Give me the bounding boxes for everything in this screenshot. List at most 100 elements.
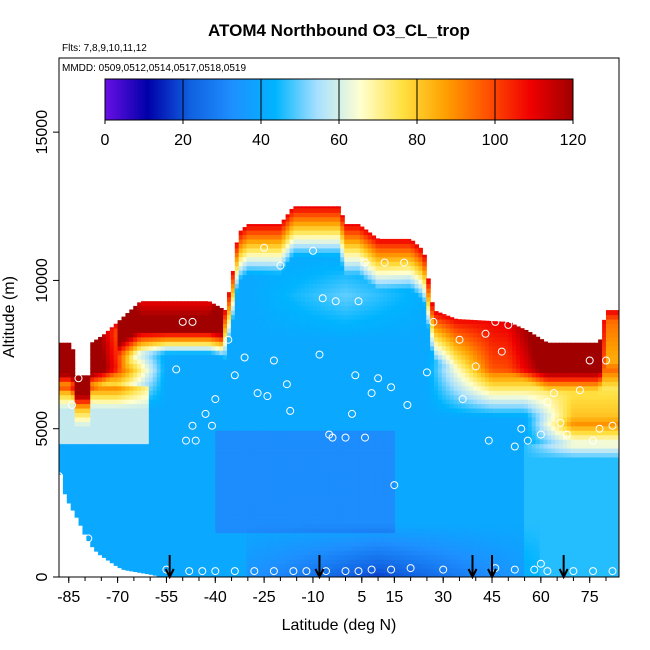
heatmap-cell (289, 265, 295, 271)
heatmap-cell (332, 385, 337, 391)
heatmap-cell (277, 461, 283, 467)
heatmap-cell (289, 559, 295, 565)
heatmap-cell (273, 261, 279, 267)
heatmap-cell (137, 496, 142, 502)
heatmap-cell (238, 532, 244, 538)
heatmap-cell (227, 532, 232, 538)
heatmap-cell (230, 501, 236, 507)
heatmap-cell (187, 532, 193, 538)
heatmap-cell (113, 505, 119, 511)
heatmap-cell (66, 412, 72, 418)
heatmap-cell (191, 399, 197, 405)
heatmap-cell (324, 430, 330, 436)
heatmap-cell (211, 314, 216, 320)
heatmap-cell (273, 528, 279, 534)
heatmap-cell (305, 385, 310, 391)
heatmap-cell (207, 461, 212, 467)
heatmap-cell (152, 421, 158, 427)
heatmap-cell (344, 341, 349, 347)
heatmap-cell (223, 465, 228, 471)
heatmap-cell (258, 510, 263, 516)
heatmap-cell (144, 305, 150, 311)
heatmap-cell (74, 385, 80, 391)
heatmap-cell (234, 310, 240, 316)
heatmap-cell (285, 563, 291, 569)
heatmap-cell (289, 305, 295, 311)
heatmap-cell (109, 403, 115, 409)
heatmap-cell (348, 541, 353, 547)
heatmap-cell (113, 332, 119, 338)
heatmap-cell (191, 421, 197, 427)
heatmap-cell (340, 345, 345, 351)
heatmap-cell (78, 483, 84, 489)
heatmap-cell (199, 430, 205, 436)
heatmap-cell (199, 385, 205, 391)
heatmap-cell (74, 399, 80, 405)
heatmap-cell (176, 505, 181, 511)
heatmap-cell (301, 443, 306, 449)
heatmap-cell (273, 514, 279, 520)
heatmap-cell (199, 376, 205, 382)
heatmap-cell (59, 399, 64, 405)
heatmap-cell (266, 314, 271, 320)
heatmap-cell (309, 301, 314, 307)
heatmap-cell (172, 465, 177, 471)
heatmap-cell (160, 554, 166, 560)
heatmap-cell (238, 456, 244, 462)
heatmap-cell (184, 323, 189, 329)
heatmap-cell (219, 399, 224, 405)
heatmap-cell (207, 421, 212, 427)
heatmap-cell (90, 523, 95, 529)
heatmap-cell (234, 492, 240, 498)
heatmap-cell (277, 416, 283, 422)
heatmap-cell (98, 470, 103, 476)
heatmap-cell (336, 519, 341, 525)
heatmap-cell (66, 416, 72, 422)
heatmap-cell (301, 296, 306, 302)
heatmap-cell (144, 359, 150, 365)
heatmap-cell (109, 394, 115, 400)
heatmap-cell (281, 372, 287, 378)
heatmap-cell (258, 505, 263, 511)
heatmap-cell (199, 310, 205, 316)
heatmap-cell (246, 550, 252, 556)
heatmap-cell (199, 563, 205, 569)
heatmap-cell (324, 523, 330, 529)
heatmap-cell (340, 541, 345, 547)
heatmap-cell (152, 505, 158, 511)
heatmap-cell (152, 412, 158, 418)
heatmap-cell (289, 528, 295, 534)
heatmap-cell (156, 336, 162, 342)
heatmap-cell (129, 341, 134, 347)
heatmap-cell (305, 323, 310, 329)
heatmap-cell (246, 465, 252, 471)
heatmap-cell (289, 532, 295, 538)
heatmap-cell (219, 345, 224, 351)
heatmap-cell (262, 514, 267, 520)
heatmap-cell (340, 394, 345, 400)
heatmap-cell (320, 510, 326, 516)
heatmap-cell (230, 523, 236, 529)
heatmap-cell (301, 554, 306, 560)
heatmap-cell (269, 359, 275, 365)
heatmap-cell (86, 416, 91, 422)
heatmap-cell (281, 292, 287, 298)
heatmap-cell (180, 372, 185, 378)
heatmap-cell (277, 270, 283, 276)
heatmap-cell (66, 350, 72, 356)
heatmap-cell (133, 496, 138, 502)
heatmap-cell (137, 492, 142, 498)
heatmap-cell (144, 501, 150, 507)
heatmap-cell (219, 452, 224, 458)
heatmap-cell (234, 261, 240, 267)
heatmap-cell (62, 394, 68, 400)
heatmap-cell (324, 421, 330, 427)
heatmap-cell (160, 496, 166, 502)
heatmap-cell (113, 323, 119, 329)
heatmap-cell (215, 434, 220, 440)
heatmap-cell (230, 510, 236, 516)
heatmap-cell (152, 554, 158, 560)
heatmap-cell (246, 265, 252, 271)
heatmap-cell (305, 345, 310, 351)
heatmap-cell (254, 367, 259, 373)
